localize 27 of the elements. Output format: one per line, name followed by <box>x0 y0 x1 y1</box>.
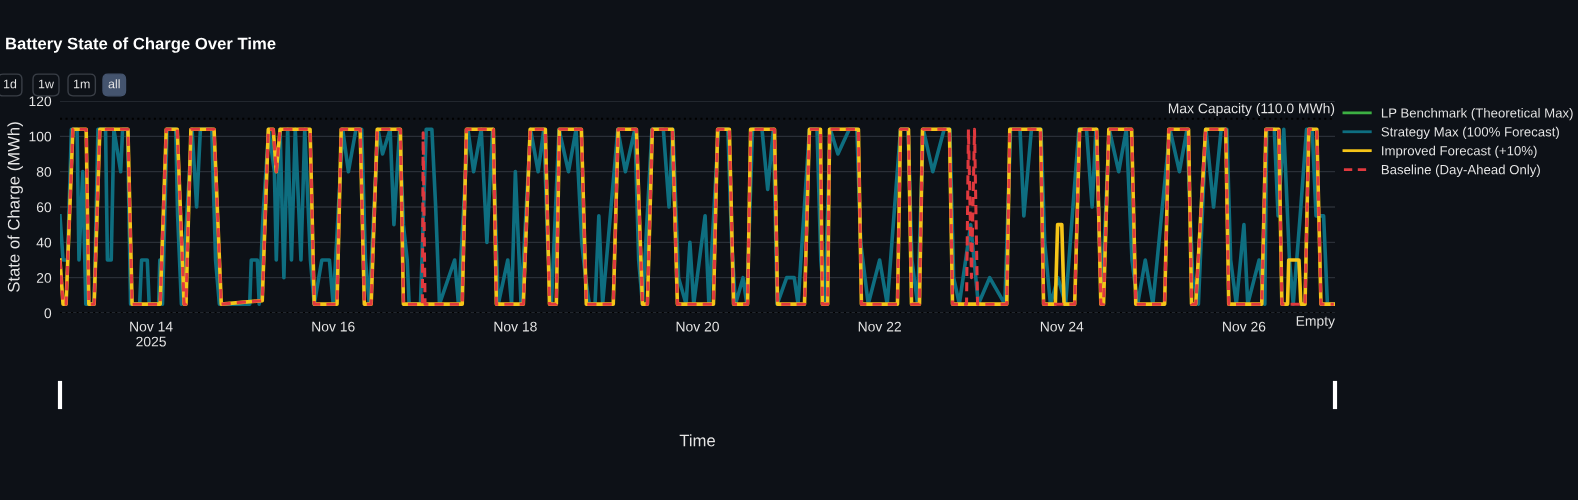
x-tick-label: Nov 22 <box>858 321 901 332</box>
y-axis-title: State of Charge (MWh) <box>7 122 23 292</box>
x-tick-label: Nov 16 <box>312 321 355 332</box>
ref-line-label: Empty <box>1296 316 1335 329</box>
x-tick-label: Nov 18 <box>494 321 537 332</box>
y-tick-label: 80 <box>36 167 52 177</box>
text: 1m <box>73 79 90 89</box>
y-tick-label: 120 <box>29 96 52 107</box>
ref-line-label: Max Capacity (110.0 MWh) <box>1168 103 1335 117</box>
text: 1w <box>38 79 55 89</box>
y-tick-label: 60 <box>36 202 52 213</box>
y-tick-label: 100 <box>29 131 52 142</box>
legend-label: Strategy Max (100% Forecast) <box>1381 126 1559 140</box>
y-tick-label: 0 <box>44 308 52 319</box>
legend-label: Improved Forecast (+10%) <box>1382 145 1537 159</box>
legend-label: LP Benchmark (Theoretical Max) <box>1381 107 1573 121</box>
x-tick-label: Nov 14 2025 <box>130 321 173 347</box>
y-tick-label: 40 <box>36 237 52 248</box>
text: Time <box>679 434 715 447</box>
x-tick-label: Nov 26 <box>1223 321 1266 332</box>
x-tick-label: Nov 24 <box>1040 321 1084 332</box>
y-tick-label: 20 <box>36 273 52 283</box>
x-tick-label: Nov 20 <box>676 321 719 332</box>
text: 1d <box>3 79 17 89</box>
text: all <box>108 79 120 89</box>
legend-label: Baseline (Day-Ahead Only) <box>1381 164 1540 177</box>
chart-title: Battery State of Charge Over Time <box>6 37 276 53</box>
